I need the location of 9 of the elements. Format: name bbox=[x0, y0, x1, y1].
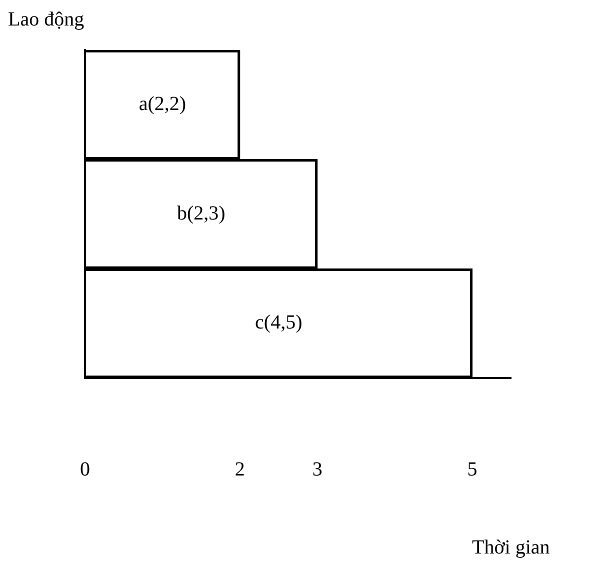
x-axis-title: Thời gian bbox=[472, 536, 550, 558]
x-tick-label: 3 bbox=[312, 458, 322, 480]
data-label: a(2,2) bbox=[138, 92, 186, 115]
x-tick-label: 0 bbox=[80, 458, 90, 480]
x-tick-label: 5 bbox=[467, 458, 478, 480]
y-axis-title: Lao động bbox=[8, 8, 84, 30]
data-label: c(4,5) bbox=[255, 312, 302, 334]
data-label: b(2,3) bbox=[177, 202, 226, 224]
x-tick-label: 2 bbox=[234, 458, 245, 480]
